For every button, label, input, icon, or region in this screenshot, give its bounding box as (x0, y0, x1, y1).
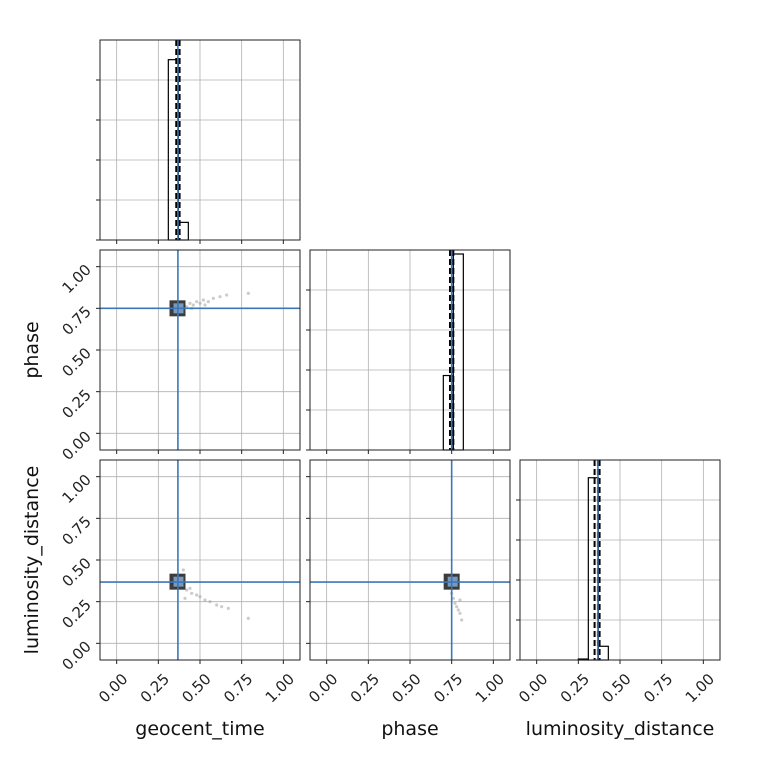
scatter-geocent_time-vs-phase-point-13 (206, 300, 210, 304)
hist-geocent_time-frame (99, 39, 301, 241)
hist-luminosity_distance-xtick-label-2: 0.50 (598, 670, 634, 706)
scatter-phase-vs-luminosity_distance-point-7 (460, 618, 464, 622)
scatter-geocent_time-vs-luminosity_distance-point-13 (220, 605, 224, 609)
hist-luminosity_distance-bar-1 (587, 477, 599, 661)
scatter-geocent_time-vs-luminosity_distance-frame (99, 459, 301, 661)
scatter-geocent_time-vs-phase-point-7 (185, 305, 189, 309)
hist-phase-frame (309, 249, 511, 451)
scatter-geocent_time-vs-phase-ytick-label-1: 0.25 (58, 386, 94, 422)
scatter-geocent_time-vs-phase-point-14 (211, 296, 215, 300)
scatter-geocent_time-vs-phase-ytick-label-0: 0.00 (58, 427, 94, 463)
scatter-geocent_time-vs-luminosity_distance-point-5 (181, 568, 185, 572)
hist-luminosity_distance-panel: 0.00 0.25 0.50 0.75 1.00 (515, 459, 721, 706)
scatter-geocent_time-vs-phase-ytick-label-2: 0.50 (58, 344, 94, 380)
scatter-geocent_time-vs-phase-panel: 0.00 0.25 0.50 0.75 1.00 (58, 249, 301, 464)
scatter-geocent_time-vs-luminosity_distance-point-9 (198, 595, 202, 599)
scatter-geocent_time-vs-phase-point-11 (198, 301, 202, 305)
scatter-geocent_time-vs-luminosity_distance-panel: 0.000.250.500.751.000.00 0.25 0.50 0.75 1.00 (58, 459, 301, 706)
xlabel-1: geocent_time (135, 718, 264, 740)
scatter-phase-vs-luminosity_distance-point-2 (451, 596, 455, 600)
scatter-phase-vs-luminosity_distance-xtick-label-0: 0.00 (305, 670, 341, 706)
scatter-geocent_time-vs-luminosity_distance-point-8 (195, 593, 199, 597)
hist-geocent_time-panel (96, 39, 301, 244)
scatter-geocent_time-vs-luminosity_distance-ytick-label-0: 0.00 (58, 637, 94, 673)
hist-luminosity_distance-xtick-label-3: 0.75 (640, 670, 676, 706)
scatter-phase-vs-luminosity_distance-point-3 (453, 601, 457, 605)
scatter-phase-vs-luminosity_distance-xtick-label-2: 0.50 (388, 670, 424, 706)
hist-luminosity_distance-xtick-label-1: 0.25 (557, 670, 593, 706)
scatter-geocent_time-vs-phase-point-10 (195, 300, 199, 304)
scatter-geocent_time-vs-luminosity_distance-point-17 (188, 586, 192, 590)
ylabel-2: phase (21, 321, 43, 378)
scatter-geocent_time-vs-luminosity_distance-xtick-label-4: 1.00 (262, 670, 298, 706)
scatter-geocent_time-vs-phase-point-19 (203, 303, 207, 307)
scatter-phase-vs-luminosity_distance-point-6 (458, 611, 462, 615)
scatter-phase-vs-luminosity_distance-point-12 (458, 598, 462, 602)
scatter-phase-vs-luminosity_distance-panel: 0.00 0.25 0.50 0.75 1.00 (305, 459, 511, 706)
scatter-geocent_time-vs-luminosity_distance-point-7 (190, 591, 194, 595)
scatter-geocent_time-vs-luminosity_distance-point-10 (203, 598, 207, 602)
scatter-geocent_time-vs-phase-frame (99, 249, 301, 451)
scatter-geocent_time-vs-luminosity_distance-point-14 (226, 606, 230, 610)
scatter-geocent_time-vs-luminosity_distance-point-15 (246, 616, 250, 620)
scatter-geocent_time-vs-phase-point-9 (191, 303, 195, 307)
scatter-geocent_time-vs-luminosity_distance-point-12 (215, 603, 219, 607)
scatter-geocent_time-vs-phase-ytick-label-3: 0.75 (58, 302, 94, 338)
scatter-geocent_time-vs-luminosity_distance-ytick-label-1: 0.25 (58, 596, 94, 632)
scatter-geocent_time-vs-luminosity_distance-point-11 (208, 600, 212, 604)
scatter-phase-vs-luminosity_distance-xtick-label-1: 0.25 (347, 670, 383, 706)
hist-phase-bar-2 (452, 253, 464, 451)
scatter-phase-vs-luminosity_distance-xtick-label-4: 1.00 (472, 670, 508, 706)
scatter-phase-vs-luminosity_distance-xtick-label-3: 0.75 (430, 670, 466, 706)
scatter-phase-vs-luminosity_distance-point-5 (456, 608, 460, 612)
scatter-geocent_time-vs-phase-point-12 (201, 298, 205, 302)
scatter-geocent_time-vs-luminosity_distance-point-6 (185, 588, 189, 592)
scatter-geocent_time-vs-phase-point-15 (218, 295, 222, 299)
ylabel-3: luminosity_distance (21, 466, 43, 655)
scatter-geocent_time-vs-phase-ytick-label-4: 1.00 (58, 261, 94, 297)
scatter-geocent_time-vs-luminosity_distance-xtick-label-2: 0.50 (178, 670, 214, 706)
scatter-geocent_time-vs-phase-point-8 (188, 301, 192, 305)
hist-luminosity_distance-frame (519, 459, 721, 661)
scatter-geocent_time-vs-luminosity_distance-xtick-label-0: 0.00 (95, 670, 131, 706)
scatter-geocent_time-vs-luminosity_distance-point-16 (183, 596, 187, 600)
scatter-geocent_time-vs-luminosity_distance-xtick-label-3: 0.75 (220, 670, 256, 706)
xlabel-3: luminosity_distance (526, 718, 715, 740)
scatter-geocent_time-vs-luminosity_distance-xtick-label-1: 0.25 (137, 670, 173, 706)
hist-luminosity_distance-xtick-label-0: 0.00 (515, 670, 551, 706)
scatter-phase-vs-luminosity_distance-frame (309, 459, 511, 661)
scatter-geocent_time-vs-luminosity_distance-ytick-label-2: 0.50 (58, 554, 94, 590)
xlabel-2: phase (381, 718, 438, 740)
scatter-geocent_time-vs-phase-point-16 (225, 293, 229, 297)
scatter-geocent_time-vs-luminosity_distance-ytick-label-4: 1.00 (58, 471, 94, 507)
scatter-geocent_time-vs-luminosity_distance-ytick-label-3: 0.75 (58, 512, 94, 548)
hist-luminosity_distance-xtick-label-4: 1.00 (682, 670, 718, 706)
scatter-phase-vs-luminosity_distance-point-4 (455, 605, 459, 609)
hist-phase-panel (306, 249, 511, 454)
scatter-geocent_time-vs-phase-point-17 (246, 291, 250, 295)
